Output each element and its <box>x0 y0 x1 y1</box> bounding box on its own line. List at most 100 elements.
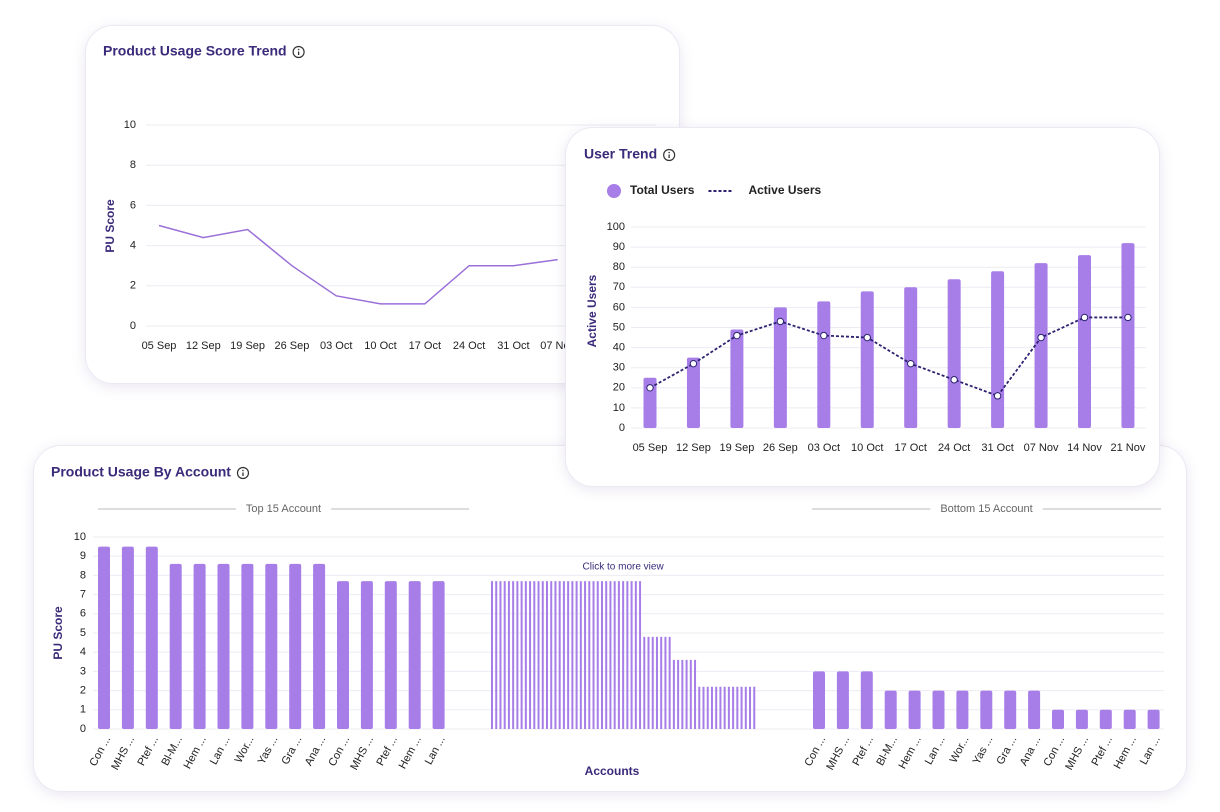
bar <box>727 686 730 729</box>
line-point <box>1037 333 1045 342</box>
x-tick-label: 05 Sep <box>633 442 668 454</box>
x-tick-label: 24 Oct <box>938 442 970 454</box>
bar <box>529 581 532 729</box>
bar <box>558 581 561 729</box>
bar <box>647 636 650 729</box>
bar <box>723 686 726 729</box>
bar <box>630 581 633 729</box>
x-tick-label: Wor... <box>948 734 972 765</box>
bar <box>1004 690 1017 729</box>
bar <box>643 636 646 729</box>
y-tick-label: 4 <box>80 646 86 658</box>
x-tick-label: 10 Oct <box>851 442 883 454</box>
bar <box>193 563 206 729</box>
legend-label: Total Users <box>630 183 695 197</box>
group-label: Top 15 Account <box>246 503 321 515</box>
bar <box>681 659 684 729</box>
y-tick-label: 70 <box>613 281 625 293</box>
x-tick-label: 24 Oct <box>453 340 485 352</box>
x-tick-label: Con ... <box>87 734 113 768</box>
bar <box>313 563 326 729</box>
bar <box>660 636 663 729</box>
bar <box>813 671 825 729</box>
x-tick-label: 17 Oct <box>894 442 926 454</box>
x-tick-label: MHS ... <box>1063 734 1091 772</box>
bar <box>664 636 667 729</box>
y-tick-label: 60 <box>613 301 625 313</box>
x-tick-label: 03 Oct <box>320 340 352 352</box>
x-tick-label: 21 Nov <box>1111 442 1146 454</box>
y-axis-title: PU Score <box>103 199 117 253</box>
line-point <box>646 384 654 392</box>
y-tick-label: 0 <box>80 723 86 735</box>
bar <box>622 581 625 729</box>
bar <box>706 686 709 729</box>
bar <box>694 659 697 729</box>
bar <box>495 581 498 729</box>
bar <box>520 581 523 729</box>
bar <box>736 686 739 729</box>
bar <box>600 581 603 729</box>
line-point <box>689 359 698 368</box>
chart-title: Product Usage Score Trend <box>103 43 287 59</box>
bar <box>685 659 688 729</box>
legend-label: Active Users <box>748 183 821 197</box>
x-axis-title: Accounts <box>585 764 640 778</box>
bar <box>884 690 897 729</box>
bar <box>773 307 787 428</box>
x-tick-label: Ptef ... <box>850 734 876 768</box>
bar <box>817 301 831 428</box>
line-point <box>1124 313 1132 322</box>
bar <box>432 581 445 729</box>
bar <box>643 377 657 428</box>
more-view-link[interactable]: Click to more view <box>583 562 665 573</box>
y-tick-label: 9 <box>80 550 86 562</box>
bar <box>503 581 506 729</box>
bar <box>698 686 701 729</box>
bar <box>605 581 608 729</box>
bar <box>639 581 642 729</box>
bar <box>932 690 945 729</box>
y-axis-title: Active Users <box>585 274 599 347</box>
x-tick-label: Yas ... <box>971 734 996 766</box>
bar <box>617 581 620 729</box>
bar <box>740 686 743 729</box>
bar <box>668 636 671 729</box>
line-point <box>733 331 741 340</box>
bar <box>1147 709 1160 729</box>
bar <box>655 636 658 729</box>
x-tick-label: 17 Oct <box>409 340 441 352</box>
bar <box>145 546 158 729</box>
bar <box>584 581 587 729</box>
bar <box>626 581 629 729</box>
x-tick-label: Ana ... <box>1018 734 1044 768</box>
chart-title: User Trend <box>584 146 657 162</box>
y-tick-label: 10 <box>124 119 136 131</box>
x-tick-label: Lan ... <box>1138 734 1163 767</box>
y-tick-label: 4 <box>130 240 136 252</box>
account-usage-chart: Product Usage By Account 0 1 2 3 4 5 6 7 8 9 10 PU … <box>51 464 1164 778</box>
bar <box>491 581 493 729</box>
y-tick-label: 0 <box>130 320 136 332</box>
line <box>158 224 558 305</box>
bar <box>860 671 873 729</box>
bar <box>524 581 527 729</box>
bar <box>541 581 544 729</box>
bar <box>634 581 637 729</box>
bar <box>360 581 373 729</box>
y-tick-label: 20 <box>613 382 625 394</box>
bar <box>533 581 536 729</box>
bar <box>908 690 921 729</box>
y-tick-label: 10 <box>74 531 86 543</box>
bar <box>991 271 1005 428</box>
x-tick-label: 12 Sep <box>676 442 711 454</box>
y-tick-label: 7 <box>80 589 86 601</box>
y-tick-label: 90 <box>613 241 625 253</box>
line-point <box>1080 313 1089 322</box>
x-tick-label: Lan ... <box>208 734 233 767</box>
bar <box>507 581 510 729</box>
bar <box>651 636 654 729</box>
bar <box>567 581 570 729</box>
y-tick-label: 10 <box>613 402 625 414</box>
x-tick-label: 14 Nov <box>1067 442 1102 454</box>
